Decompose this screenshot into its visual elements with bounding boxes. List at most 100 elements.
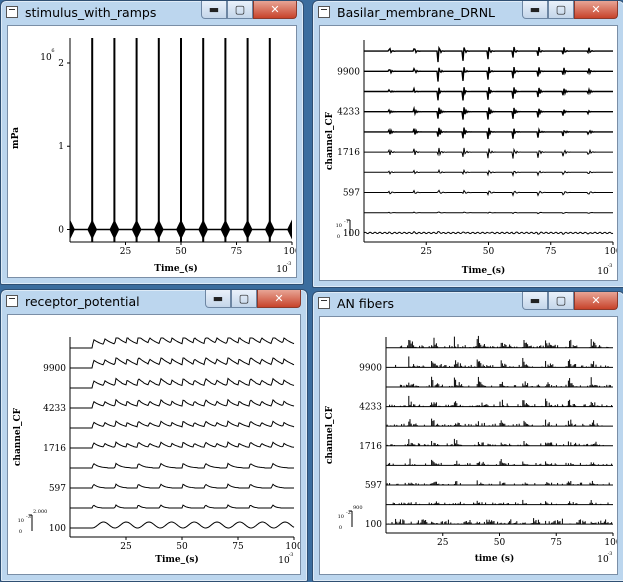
x-tick-label: 50 <box>175 247 187 257</box>
channel-trace <box>70 441 295 449</box>
channel-trace <box>364 105 613 120</box>
scale-top-label: 2.000 <box>33 509 47 515</box>
window-title: stimulus_with_ramps <box>25 5 157 20</box>
ramp-envelope <box>70 219 75 240</box>
x-exponent-label: 10 <box>276 265 288 275</box>
x-exponent-power: -3 <box>608 263 613 269</box>
y-axis-label: channel_CF <box>325 111 335 170</box>
minimize-button[interactable]: ▬ <box>522 292 548 310</box>
scale-power: -2 <box>346 510 351 516</box>
minimize-button[interactable]: ▬ <box>205 290 231 308</box>
plot-area: 255075100time (s)10-3100597171642339900c… <box>319 316 618 575</box>
x-exponent-label: 10 <box>597 555 609 565</box>
minimize-button[interactable]: ▬ <box>201 1 227 19</box>
x-tick-label: 25 <box>120 542 132 552</box>
y-axis-label: channel_CF <box>325 405 335 464</box>
channel-trace <box>70 377 295 389</box>
y-tick-label: 9900 <box>337 67 360 77</box>
scale-power: -7 <box>344 219 349 225</box>
x-tick-label: 25 <box>421 247 433 257</box>
y-tick-label: 100 <box>343 229 360 239</box>
titlebar[interactable]: Basilar_membrane_DRNL ▬ ▢ ✕ <box>313 1 623 25</box>
close-button[interactable]: ✕ <box>253 1 297 19</box>
x-tick-label: 100 <box>604 538 617 548</box>
ramp-envelope <box>287 219 292 240</box>
channel-trace <box>363 230 614 235</box>
x-exponent-power: -3 <box>289 552 294 558</box>
window-icon <box>318 297 330 309</box>
close-button[interactable]: ✕ <box>574 1 618 19</box>
channel-trace <box>70 504 294 509</box>
close-button[interactable]: ✕ <box>574 292 618 310</box>
y-axis-label: channel_CF <box>13 407 23 466</box>
window-an-fibers[interactable]: AN fibers ▬ ▢ ✕ 255075100time (s)10-3100… <box>312 291 623 582</box>
channel-trace <box>364 127 613 140</box>
x-exponent-label: 10 <box>278 556 290 566</box>
window-basilar-membrane[interactable]: Basilar_membrane_DRNL ▬ ▢ ✕ 25 50 75 100 Tim… <box>312 0 623 288</box>
window-icon <box>318 6 330 18</box>
maximize-button[interactable]: ▢ <box>227 1 253 19</box>
y-tick-label: 1716 <box>43 444 66 454</box>
x-tick-label: 100 <box>604 247 617 257</box>
y-tick-label: 1716 <box>359 442 382 452</box>
titlebar[interactable]: stimulus_with_ramps ▬ ▢ ✕ <box>1 1 303 25</box>
x-exponent-power: -3 <box>608 551 613 557</box>
scale-zero-label: 0 <box>339 525 342 531</box>
x-axis-label: time (s) <box>475 553 515 564</box>
x-tick-label: 50 <box>176 542 188 552</box>
window-title: receptor_potential <box>25 294 140 309</box>
y-tick-label: 9900 <box>359 363 382 373</box>
titlebar[interactable]: receptor_potential ▬ ▢ ✕ <box>1 290 307 314</box>
maximize-button[interactable]: ▢ <box>548 1 574 19</box>
y-tick-label: 597 <box>343 189 360 199</box>
channel-trace <box>70 462 294 469</box>
y-tick-label: 1 <box>58 142 64 152</box>
window-receptor-potential[interactable]: receptor_potential ▬ ▢ ✕ 25 50 75 100 Time_(… <box>0 289 308 582</box>
channel-trace <box>364 189 613 197</box>
x-tick-label: 75 <box>231 247 243 257</box>
channel-trace <box>70 483 294 489</box>
channel-trace <box>364 66 613 82</box>
maximize-button[interactable]: ▢ <box>231 290 257 308</box>
x-exponent-power: -3 <box>287 261 292 267</box>
x-tick-label: 25 <box>120 247 132 257</box>
titlebar[interactable]: AN fibers ▬ ▢ ✕ <box>313 292 623 316</box>
y-tick-label: 0 <box>58 226 64 236</box>
window-title: Basilar_membrane_DRNL <box>337 5 496 20</box>
y-axis-label: mPa <box>11 127 21 149</box>
scale-label: 10 <box>338 514 344 520</box>
close-button[interactable]: ✕ <box>257 290 301 308</box>
an-fibers-chart: 255075100time (s)10-3100597171642339900c… <box>325 335 617 565</box>
plot-area: 255075100Time_(s)10-3100597171642339900c… <box>319 25 618 281</box>
channel-trace <box>364 45 613 63</box>
x-axis-label: Time_(s) <box>462 265 505 276</box>
x-tick-label: 100 <box>285 542 300 552</box>
x-tick-label: 75 <box>232 542 244 552</box>
window-icon <box>6 6 18 18</box>
maximize-button[interactable]: ▢ <box>548 292 574 310</box>
y-tick-label: 4233 <box>359 403 382 413</box>
scale-zero-label: 0 <box>19 529 22 535</box>
channel-trace <box>70 398 295 409</box>
scale-power: -3 <box>26 514 31 520</box>
channel-trace <box>364 211 613 215</box>
y-tick-label: 597 <box>49 484 66 494</box>
x-tick-label: 50 <box>483 247 495 257</box>
channel-trace <box>70 420 295 429</box>
x-tick-label: 50 <box>494 538 506 548</box>
channel-trace <box>70 521 295 529</box>
window-icon <box>6 295 18 307</box>
minimize-button[interactable]: ▬ <box>522 1 548 19</box>
basilar-membrane-chart: 255075100Time_(s)10-3100597171642339900c… <box>325 40 617 277</box>
channel-trace <box>70 337 295 349</box>
scale-zero-label: 0 <box>337 234 340 240</box>
channel-trace <box>364 168 613 178</box>
y-tick-label: 4233 <box>337 108 360 118</box>
x-tick-label: 75 <box>545 247 557 257</box>
window-stimulus[interactable]: stimulus_with_ramps ▬ ▢ ✕ 255075100Time_… <box>0 0 304 285</box>
channel-trace <box>364 147 613 159</box>
